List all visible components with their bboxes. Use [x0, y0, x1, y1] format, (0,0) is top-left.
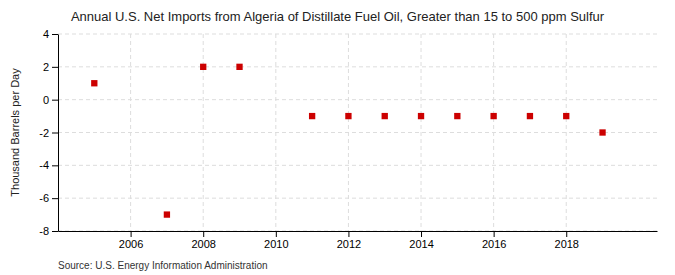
- grid-line: [130, 34, 131, 231]
- axis-line: [58, 35, 59, 232]
- tick-mark: [421, 231, 422, 237]
- grid: [58, 34, 657, 231]
- point: [382, 113, 388, 119]
- plot: 2006 2008 2010 2012 2014 2016 2018 -8 -6 -4 -2 0 2 4: [39, 28, 657, 250]
- grid-line: [203, 34, 204, 231]
- grid-line: [58, 99, 657, 100]
- grid-line: [566, 34, 567, 231]
- tick-mark: [52, 100, 58, 101]
- point: [418, 113, 424, 119]
- source: Source: U.S. Energy Information Administ…: [58, 260, 268, 271]
- grid-line: [58, 165, 657, 166]
- chart: Annual U.S. Net Imports from Algeria of …: [0, 0, 675, 275]
- title: Annual U.S. Net Imports from Algeria of …: [71, 9, 605, 24]
- grid-line: [58, 198, 657, 199]
- grid-line: [493, 34, 494, 231]
- tick-mark: [203, 231, 204, 237]
- tick: 4: [43, 28, 58, 40]
- tick-label: 2006: [119, 238, 143, 250]
- grid-line: [348, 34, 349, 231]
- point: [309, 113, 315, 119]
- point: [164, 211, 170, 217]
- tick: -4: [39, 159, 58, 171]
- tick-mark: [52, 67, 58, 68]
- tick-label: 2012: [337, 238, 361, 250]
- tick-mark: [52, 231, 58, 232]
- x-axis: 2006 2008 2010 2012 2014 2016 2018: [59, 231, 658, 250]
- tick-label: 2: [43, 61, 49, 73]
- point: [563, 113, 569, 119]
- tick: -2: [39, 127, 58, 139]
- tick: 2: [43, 61, 58, 73]
- tick-label: 2014: [409, 238, 433, 250]
- tick-mark: [494, 231, 495, 237]
- tick-mark: [131, 231, 132, 237]
- tick-mark: [52, 133, 58, 134]
- point: [345, 113, 351, 119]
- tick-label: -4: [39, 159, 49, 171]
- tick-label: -8: [39, 225, 49, 237]
- y-axis-label: Thousand Barrels per Day: [9, 68, 21, 197]
- grid-line: [58, 132, 657, 133]
- tick: 2016: [482, 231, 506, 250]
- axis-line: [59, 231, 658, 232]
- y-axis: -8 -6 -4 -2 0 2 4: [39, 28, 58, 237]
- tick: 2008: [191, 231, 215, 250]
- point: [200, 64, 206, 70]
- points: [91, 64, 606, 218]
- tick-label: 2010: [264, 238, 288, 250]
- tick: 0: [43, 94, 58, 106]
- tick-mark: [566, 231, 567, 237]
- tick-label: 2018: [555, 238, 579, 250]
- tick-label: 2008: [191, 238, 215, 250]
- tick-mark: [52, 165, 58, 166]
- tick-mark: [276, 231, 277, 237]
- point: [91, 80, 97, 86]
- tick: 2006: [119, 231, 143, 250]
- tick: 2010: [264, 231, 288, 250]
- grid-line: [275, 34, 276, 231]
- tick-mark: [52, 34, 58, 35]
- point: [490, 113, 496, 119]
- point: [454, 113, 460, 119]
- tick-label: -2: [39, 127, 49, 139]
- tick: -8: [39, 225, 58, 237]
- point: [599, 129, 605, 135]
- point: [236, 64, 242, 70]
- tick-label: 2016: [482, 238, 506, 250]
- tick-mark: [52, 198, 58, 199]
- grid-line: [421, 34, 422, 231]
- tick: 2018: [555, 231, 579, 250]
- grid-line: [58, 66, 657, 67]
- tick-label: -6: [39, 192, 49, 204]
- tick-label: 0: [43, 94, 49, 106]
- grid-line: [58, 34, 657, 35]
- tick: 2012: [337, 231, 361, 250]
- point: [527, 113, 533, 119]
- tick: -6: [39, 192, 58, 204]
- tick-label: 4: [43, 28, 49, 40]
- tick: 2014: [409, 231, 433, 250]
- tick-mark: [348, 231, 349, 237]
